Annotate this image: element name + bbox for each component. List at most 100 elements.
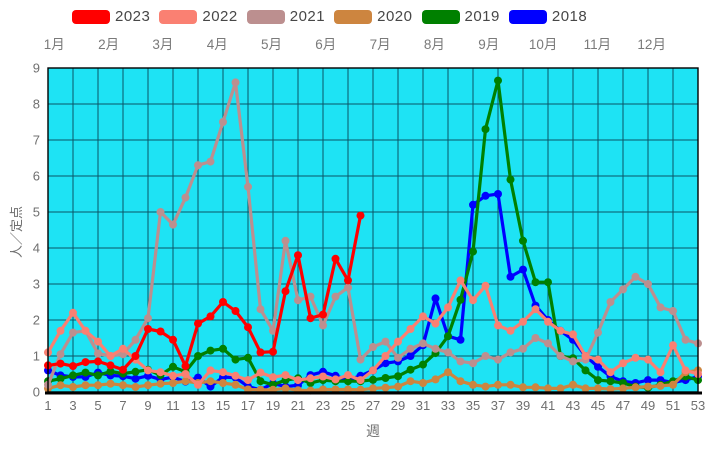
data-point-2019-w6 (106, 367, 115, 376)
data-point-2022-w7 (119, 344, 127, 353)
data-point-2022-w12 (181, 370, 190, 378)
x-axis-title: 週 (366, 423, 380, 439)
data-point-2021-w26 (356, 355, 365, 364)
data-point-2020-w38 (506, 380, 515, 389)
x-tick-label: 29 (391, 398, 405, 413)
data-point-2020-w30 (406, 377, 415, 386)
data-point-2022-w50 (656, 368, 665, 377)
data-point-2019-w25 (344, 377, 352, 386)
data-point-2018-w37 (494, 190, 502, 198)
data-point-2023-w20 (281, 287, 290, 296)
y-tick-label: 1 (33, 349, 40, 364)
data-point-2022-w29 (394, 337, 402, 346)
data-point-2020-w28 (381, 383, 390, 392)
data-point-2020-w41 (544, 384, 552, 393)
x-tick-label: 45 (591, 398, 605, 413)
data-point-2020-w15 (219, 379, 227, 387)
legend-swatch-2021 (246, 9, 285, 24)
data-point-2022-w13 (194, 380, 202, 389)
data-point-2021-w49 (644, 280, 652, 288)
data-point-2019-w5 (94, 371, 102, 380)
data-point-2023-w17 (244, 323, 252, 332)
data-point-2021-w25 (344, 283, 352, 292)
legend-label: 2020 (377, 8, 413, 25)
data-point-2019-w14 (206, 346, 215, 355)
month-label: 2月 (98, 37, 119, 52)
data-point-2019-w2 (56, 374, 65, 383)
legend-swatch-2018 (508, 9, 547, 24)
data-point-2022-w26 (356, 376, 365, 385)
data-point-2023-w21 (294, 251, 302, 260)
data-point-2021-w24 (331, 292, 340, 301)
data-point-2022-w37 (494, 321, 502, 330)
legend-item-2022: 2022 (159, 8, 237, 25)
data-point-2021-w46 (606, 298, 615, 306)
data-point-2023-w3 (69, 362, 77, 371)
data-point-2022-w23 (319, 372, 327, 381)
x-tick-label: 51 (666, 398, 680, 413)
data-point-2021-w31 (419, 339, 427, 348)
data-point-2020-w5 (94, 381, 102, 390)
month-label: 1月 (44, 37, 65, 52)
data-point-2022-w19 (269, 373, 277, 382)
data-point-2018-w34 (456, 335, 465, 344)
data-point-2020-w4 (81, 381, 90, 390)
data-point-2019-w33 (444, 332, 452, 341)
x-tick-label: 15 (216, 398, 230, 413)
data-point-2021-w27 (369, 343, 377, 351)
data-point-2018-w45 (594, 362, 602, 371)
data-point-2022-w38 (506, 326, 515, 335)
data-point-2023-w9 (144, 325, 152, 333)
month-label: 6月 (315, 37, 336, 52)
data-point-2023-w15 (219, 298, 227, 306)
data-point-2022-w41 (544, 317, 552, 326)
data-point-2021-w35 (469, 359, 477, 368)
data-point-2021-w13 (194, 161, 202, 170)
data-point-2021-w19 (269, 326, 277, 335)
data-point-2018-w49 (644, 376, 652, 385)
x-tick-label: 39 (516, 398, 530, 413)
legend-label: 2019 (464, 8, 500, 25)
data-point-2023-w6 (106, 361, 115, 370)
data-point-2020-w40 (531, 383, 540, 392)
y-tick-label: 2 (33, 313, 40, 328)
data-point-2022-w15 (219, 368, 227, 377)
x-tick-label: 43 (566, 398, 580, 413)
data-point-2021-w47 (619, 285, 627, 294)
month-label: 12月 (637, 37, 666, 52)
x-tick-label: 21 (291, 398, 305, 413)
data-point-2022-w3 (69, 308, 77, 317)
data-point-2022-w22 (306, 374, 315, 383)
data-point-2022-w16 (231, 371, 240, 380)
data-point-2020-w44 (581, 384, 590, 393)
month-label: 3月 (152, 37, 173, 52)
data-point-2019-w18 (256, 377, 265, 386)
data-point-2022-w17 (244, 376, 252, 385)
data-point-2020-w43 (569, 380, 577, 389)
data-point-2023-w2 (56, 359, 65, 368)
data-point-2021-w28 (381, 337, 390, 346)
data-point-2021-w51 (669, 307, 677, 315)
x-tick-label: 49 (641, 398, 655, 413)
data-point-2022-w11 (169, 371, 177, 380)
data-point-2022-w30 (406, 325, 415, 333)
data-point-2021-w50 (656, 303, 665, 312)
data-point-2021-w20 (281, 236, 290, 245)
data-point-2021-w40 (531, 334, 540, 342)
data-point-2020-w29 (394, 382, 402, 391)
data-point-2022-w5 (94, 337, 102, 346)
legend-item-2018: 2018 (508, 8, 587, 25)
data-point-2022-w45 (594, 355, 602, 364)
data-point-2022-w48 (631, 353, 640, 362)
x-tick-label: 19 (266, 398, 280, 413)
data-point-2020-w2 (56, 381, 65, 390)
data-point-2023-w25 (344, 276, 352, 285)
data-point-2020-w7 (119, 381, 127, 390)
data-point-2021-w10 (156, 208, 165, 216)
y-tick-label: 0 (33, 385, 40, 400)
data-point-2019-w15 (219, 344, 227, 353)
data-point-2020-w20 (281, 384, 290, 393)
data-point-2020-w48 (631, 383, 640, 392)
